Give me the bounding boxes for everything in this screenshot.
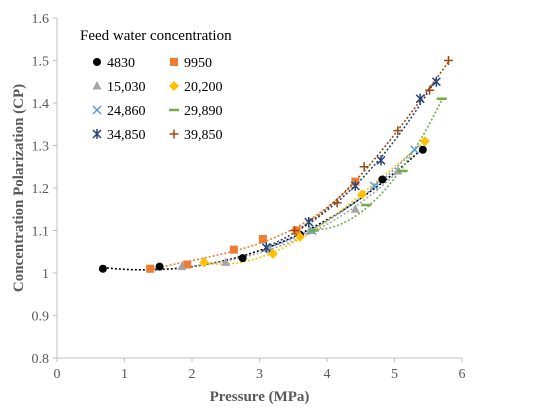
point-series-0 <box>378 175 387 184</box>
legend: Feed water concentration 4830 9950 15,030 20… <box>80 28 232 143</box>
point-series-7 <box>393 126 403 136</box>
point-series-3 <box>295 231 305 242</box>
legend-label-0: 4830 <box>107 56 135 71</box>
x-tick-label: 6 <box>459 367 466 382</box>
point-series-3 <box>199 257 210 268</box>
legend-label-4: 24,860 <box>107 104 146 119</box>
legend-label-7: 39,850 <box>184 128 223 143</box>
point-series-1 <box>183 260 192 269</box>
y-tick-label: 0.9 <box>32 310 50 325</box>
trendline-series-5 <box>313 99 443 231</box>
x-tick-label: 4 <box>324 367 331 382</box>
point-series-2 <box>350 204 360 213</box>
data-points <box>98 56 453 273</box>
trendline-series-1 <box>149 181 356 271</box>
legend-label-5: 29,890 <box>184 104 223 119</box>
legend-marker-7 <box>169 129 179 139</box>
y-tick-label: 1.3 <box>32 140 50 155</box>
x-tick-label: 1 <box>121 367 128 382</box>
legend-marker-6 <box>92 129 102 139</box>
legend-label-2: 15,030 <box>107 80 146 95</box>
y-tick-label: 1.5 <box>32 55 50 70</box>
point-series-2 <box>177 261 187 271</box>
point-series-1 <box>229 245 238 254</box>
point-series-2 <box>221 257 231 266</box>
point-series-1 <box>146 264 155 273</box>
trendline-series-0 <box>102 147 424 271</box>
point-series-6 <box>415 93 425 104</box>
y-tick-label: 1.2 <box>32 182 50 197</box>
point-series-6 <box>376 155 386 166</box>
point-series-6 <box>350 180 360 191</box>
point-series-3 <box>268 248 278 259</box>
y-tick-label: 1.6 <box>32 12 50 27</box>
legend-marker-1 <box>170 58 178 66</box>
x-axis-title: Pressure (MPa) <box>210 389 310 405</box>
y-tick-label: 1.4 <box>32 97 50 112</box>
point-series-4 <box>410 145 420 155</box>
trendlines <box>102 61 450 271</box>
y-tick-label: 0.8 <box>32 352 50 367</box>
legend-title: Feed water concentration <box>80 28 232 44</box>
point-series-7 <box>444 56 453 65</box>
legend-label-3: 20,200 <box>184 80 223 95</box>
legend-marker-3 <box>169 81 179 91</box>
point-series-7 <box>359 162 369 172</box>
point-series-1 <box>258 235 267 243</box>
legend-marker-2 <box>92 81 102 90</box>
legend-marker-4 <box>92 105 102 115</box>
point-series-3 <box>357 189 368 200</box>
point-series-0 <box>98 264 107 273</box>
legend-label-1: 9950 <box>184 56 212 71</box>
point-series-0 <box>418 145 427 154</box>
point-series-0 <box>238 254 247 263</box>
trendline-series-4 <box>266 148 416 249</box>
point-series-0 <box>155 262 164 271</box>
point-series-6 <box>304 217 314 227</box>
point-series-6 <box>261 242 271 253</box>
x-tick-label: 5 <box>391 367 398 382</box>
legend-marker-0 <box>93 58 101 66</box>
point-series-6 <box>431 76 441 87</box>
point-series-3 <box>419 136 430 147</box>
legend-label-6: 34,850 <box>107 128 146 143</box>
point-series-4 <box>369 181 379 191</box>
point-series-7 <box>290 226 300 235</box>
x-tick-label: 2 <box>189 367 196 382</box>
axes: 0 1 2 3 4 5 6 0.8 0.9 1 1.1 1.2 1.3 1.4 1.5 1.6 Pressure… <box>11 12 466 405</box>
point-series-7 <box>332 198 342 208</box>
x-tick-label: 3 <box>256 367 263 382</box>
x-tick-label: 0 <box>54 367 61 382</box>
y-tick-label: 1 <box>42 267 49 282</box>
y-axis-title: Concentration Polarization (CP) <box>11 84 27 292</box>
y-tick-label: 1.1 <box>32 225 50 240</box>
trendline-series-3 <box>204 140 426 265</box>
point-series-7 <box>425 85 435 95</box>
trendline-series-2 <box>181 171 399 268</box>
